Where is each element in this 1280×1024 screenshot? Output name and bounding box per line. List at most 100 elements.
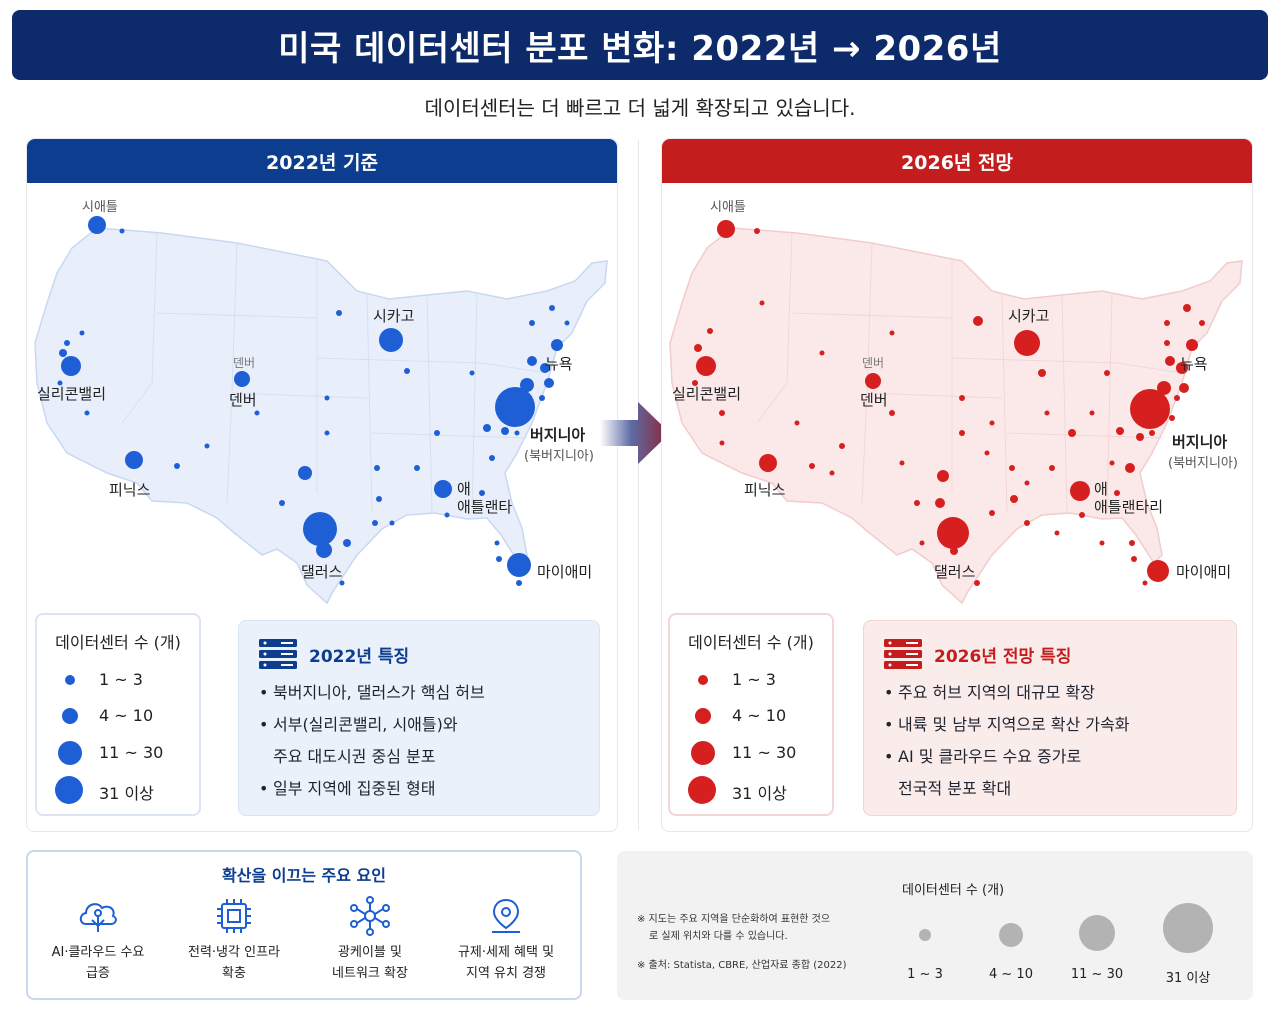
location-pin-icon [492,898,520,933]
map-2026-label-new-york: 뉴욕 [1180,355,1208,373]
transition-arrow-icon [600,402,670,464]
legend-2026-label: 1 ~ 3 [732,670,776,689]
map-2026-label-dallas: 댈러스 [934,563,976,581]
legend-2026-dot-medium [695,708,711,724]
legend-2022-dot-xlarge [55,776,83,804]
source-note: ※ 출처: Statista, CBRE, 산업자료 종합 (2022) [637,960,847,971]
legend-2026-dot-xlarge [688,776,716,804]
legend-2022-label: 31 이상 [99,784,154,803]
panel-2026-header: 2026년 전망 [662,139,1252,183]
gray-dot-xlarge [1163,903,1213,953]
dots-2022 [57,216,570,586]
page-title: 미국 데이터센터 분포 변화: 2022년 → 2026년 [278,28,1002,69]
server-icon [259,639,297,669]
map-2022-label-dallas: 댈러스 [301,563,343,581]
panel-2022: 2022년 기준 시애틀 [26,138,618,832]
legend-2026-dot-small [698,675,708,685]
features-2026-item: • 내륙 및 남부 지역으로 확산 가속화 [884,715,1130,734]
features-2022-title: 2022년 특징 [309,646,410,667]
info-legend-label: 1 ~ 3 [907,967,943,982]
features-2026-title: 2026년 전망 특징 [934,646,1072,667]
legend-2026-label: 4 ~ 10 [732,706,787,725]
map-2022-label-virginia-sub: (북버지니아) [524,449,594,464]
panel-divider [638,140,639,830]
info-legend-title: 데이터센터 수 (개) [902,883,1005,898]
map-2022-label-virginia: 버지니아 [530,426,585,444]
factor-label: 광케이블 및 네트워크 확장 [332,945,408,981]
legend-2022-title: 데이터센터 수 (개) [55,633,181,652]
map-2022-label-phoenix: 피닉스 [109,481,151,499]
info-legend-label: 11 ~ 30 [1070,967,1124,982]
map-2026-label-seattle: 시애틀 [710,200,746,215]
map-2022-label-denver: 덴버 [229,391,257,409]
legend-2022-label: 1 ~ 3 [99,670,143,689]
map-2022: 시애틀 실리콘밸리 덴버 덴버 피닉스 시카고 뉴욕 버지니아 (북버지니아) … [34,200,608,605]
legend-2026-row: 31 이상 [670,775,832,805]
map-2026-label-silicon-valley: 실리콘밸리 [672,385,741,403]
dots-2026 [692,220,1205,586]
factor-label: 전력·냉각 인프라 확충 [188,945,280,981]
map-2026: 시애틀 실리콘밸리 덴버 덴버 피닉스 시카고 뉴욕 버지니아 (북버지니아) … [669,200,1243,605]
map-2026-label-virginia-sub: (북버지니아) [1168,456,1238,471]
features-2022-head: 2022년 특징 [259,639,409,669]
legend-2022-dot-medium [62,708,78,724]
map-note: ※ 지도는 주요 지역을 단순화하여 표현한 것으 로 실제 위치와 다를 수 … [637,914,831,942]
legend-2026-title: 데이터센터 수 (개) [688,633,814,652]
legend-2022-label: 11 ~ 30 [99,743,164,762]
features-2026-item: • AI 및 클라우드 수요 증가로 [884,747,1082,766]
legend-2026-label: 31 이상 [732,784,787,803]
ai-cloud-icon [79,903,117,932]
map-2022-label-silicon-valley: 실리콘밸리 [37,385,106,403]
legend-2026-row: 11 ~ 30 [670,738,832,768]
features-2022-item: • 북버지니아, 댈러스가 핵심 허브 [259,683,485,702]
features-2022-item: • 일부 지역에 집중된 형태 [259,779,436,798]
map-2022-label-atlanta: 애틀랜타 [457,498,512,516]
legend-2022-label: 4 ~ 10 [99,706,154,725]
state-lines-2022 [121,232,548,514]
map-2026-label-atlanta-ghost: 애 [1094,480,1108,498]
legend-2022: 데이터센터 수 (개) 1 ~ 3 4 ~ 10 11 ~ 30 31 이상 [35,613,201,816]
gray-dot-small [919,929,931,941]
map-2026-label-virginia: 버지니아 [1172,433,1227,451]
legend-2022-dot-large [58,741,82,765]
map-2022-label-new-york: 뉴욕 [545,355,573,373]
legend-2022-row: 31 이상 [37,775,199,805]
legend-2022-row: 4 ~ 10 [37,701,199,731]
factor-label: AI·클라우드 수요 급증 [51,945,145,981]
factor-regulation: 규제·세제 혜택 및 지역 유치 경쟁 [438,896,574,984]
features-2026-item-cont: 전국적 분포 확대 [898,779,1012,798]
legend-2022-row: 1 ~ 3 [37,665,199,695]
factor-label: 규제·세제 혜택 및 지역 유치 경쟁 [457,945,555,981]
info-legend-label: 4 ~ 10 [989,967,1033,982]
legend-2022-row: 11 ~ 30 [37,738,199,768]
factors-box: 확산을 이끄는 주요 요인 AI·클라우드 수요 급증 전력·냉각 인프라 확충 광… [26,850,582,1000]
map-2022-label-atlanta-ghost: 애 [457,480,471,498]
legend-2026-row: 1 ~ 3 [670,665,832,695]
factor-network: 광케이블 및 네트워크 확장 [302,896,438,984]
map-2022-label-denver-ghost: 덴버 [233,356,255,370]
network-icon [350,896,390,936]
features-2026: 2026년 전망 특징 • 주요 허브 지역의 대규모 확장 • 내륙 및 남부 지… [863,620,1237,816]
map-2026-label-miami: 마이애미 [1176,563,1231,581]
map-2022-label-seattle: 시애틀 [82,200,118,215]
map-2026-label-denver-ghost: 덴버 [862,356,884,370]
map-2026-label-phoenix: 피닉스 [744,481,786,499]
features-2022-item: • 서부(실리콘밸리, 시애틀)와 [259,715,458,734]
us-outline-2026 [669,227,1243,605]
legend-2022-dot-small [65,675,75,685]
map-2022-label-miami: 마이애미 [537,563,592,581]
map-2022-label-chicago: 시카고 [373,307,414,325]
panel-2026: 2026년 전망 [661,138,1253,832]
panel-2022-header: 2022년 기준 [27,139,617,183]
features-2026-head: 2026년 전망 특징 [884,639,1071,669]
legend-2026: 데이터센터 수 (개) 1 ~ 3 4 ~ 10 11 ~ 30 31 이상 [668,613,834,816]
info-box: ※ 지도는 주요 지역을 단순화하여 표현한 것으 로 실제 위치와 다를 수 … [617,851,1253,1000]
legend-2026-row: 4 ~ 10 [670,701,832,731]
info-legend-label: 31 이상 [1165,971,1211,986]
features-2022: 2022년 특징 • 북버지니아, 댈러스가 핵심 허브 • 서부(실리콘밸리, 시… [238,620,600,816]
legend-2026-label: 11 ~ 30 [732,743,797,762]
features-2022-list: • 북버지니아, 댈러스가 핵심 허브 • 서부(실리콘밸리, 시애틀)와 주요 대… [259,677,589,805]
gray-dot-medium [999,923,1023,947]
map-2026-label-chicago: 시카고 [1008,307,1049,325]
title-bar: 미국 데이터센터 분포 변화: 2022년 → 2026년 [12,10,1268,80]
